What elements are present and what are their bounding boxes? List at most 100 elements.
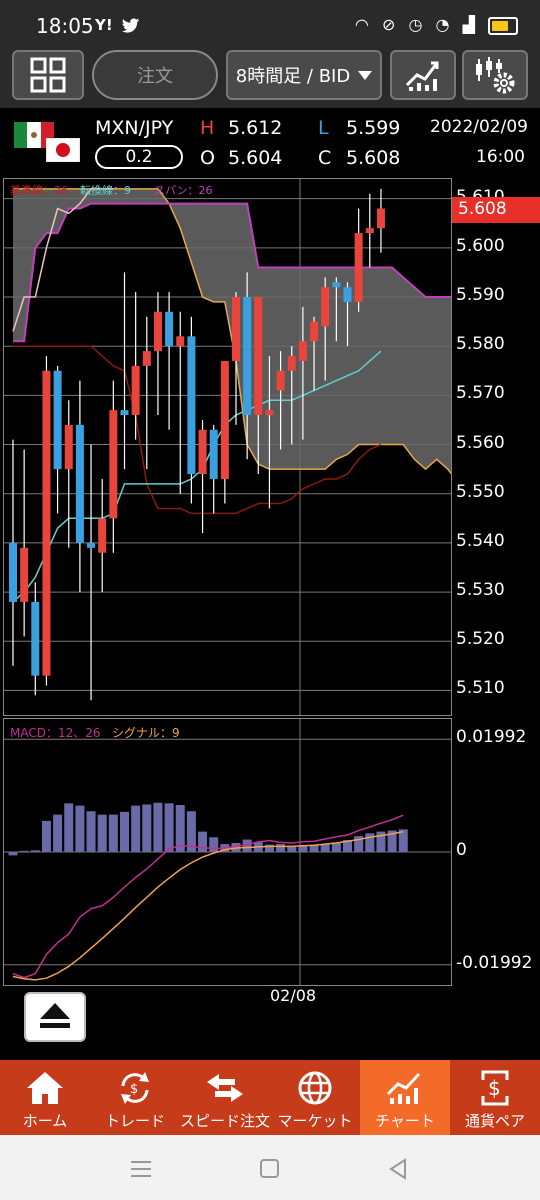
nav-market-label: マーケット [277, 1112, 353, 1130]
candle-body [165, 311, 174, 347]
signal-legend: シグナル：9 [112, 726, 180, 740]
price-tick-label: 5.510 [456, 678, 505, 699]
macd-tick-label: 0 [456, 840, 467, 860]
candle-body [243, 297, 252, 416]
nav-home-label: ホーム [22, 1112, 68, 1130]
alarm-icon: ◷ [408, 15, 427, 34]
candle-body [287, 356, 296, 371]
macd-histogram-bar [186, 811, 196, 852]
senkou-span-b-line [13, 202, 451, 343]
nav-market[interactable]: マーケット [270, 1060, 360, 1135]
candle-body [220, 360, 229, 479]
quote-date: 2022/02/09 [430, 117, 528, 137]
macd-histogram-bar [142, 804, 152, 852]
nav-chart-label: チャート [375, 1112, 435, 1130]
candle-body [75, 424, 84, 543]
mute-icon: ⊘ [381, 15, 400, 34]
macd-histogram-bar [64, 803, 74, 852]
headphones-icon: ◠ [354, 15, 373, 34]
candle-body [31, 601, 40, 676]
price-tick-label: 5.550 [456, 481, 505, 502]
macd-histogram-bar [8, 852, 18, 856]
candle-body [310, 321, 319, 342]
macd-histogram-bar [86, 811, 96, 852]
system-icons: ◠ ⊘ ◷ ◔ ▟ [355, 15, 518, 35]
back-icon[interactable] [386, 1157, 410, 1181]
timeframe-select[interactable]: 8時間足 / BID [226, 50, 382, 100]
chevron-down-icon [358, 70, 373, 80]
toolbar: 注文 8時間足 / BID [0, 48, 540, 108]
candle-body [298, 341, 307, 361]
chart-icon [386, 1072, 421, 1104]
chart-type-button[interactable] [390, 50, 456, 100]
trade-icon: $ [121, 1072, 149, 1104]
notification-icons: Y! [95, 16, 140, 34]
collapse-panel-button[interactable] [24, 992, 86, 1042]
menu-icon[interactable] [127, 1157, 157, 1181]
quote-time: 16:00 [476, 147, 525, 167]
low-label: L [318, 117, 329, 139]
macd-histogram-bar [376, 831, 386, 852]
macd-histogram-bar [264, 844, 274, 852]
chart-settings-button[interactable] [462, 50, 528, 100]
current-price: 5.608 [458, 199, 507, 219]
spread-badge: 0.2 [95, 145, 183, 169]
nav-home[interactable]: ホーム [0, 1060, 90, 1135]
nav-currency-pair-label: 通貨ペア [464, 1112, 525, 1130]
candle-body [354, 233, 363, 302]
candle-body [42, 370, 51, 676]
current-price-badge: 5.608 [452, 197, 540, 223]
price-tick-label: 5.570 [456, 383, 505, 404]
grid-icon [30, 57, 66, 93]
candle-body [332, 282, 341, 288]
macd-histogram-bar [354, 836, 364, 852]
price-tick-label: 5.540 [456, 530, 505, 551]
candle-body [321, 287, 330, 327]
candle-body [153, 311, 162, 352]
home-nav-icon[interactable] [258, 1157, 282, 1181]
macd-chart-svg [4, 719, 451, 985]
close-label: C [318, 147, 332, 169]
signal-line [12, 830, 404, 981]
nav-chart[interactable]: チャート [360, 1060, 450, 1135]
open-value: 5.604 [228, 147, 283, 169]
candle-body [109, 410, 118, 519]
price-chart[interactable]: 基準線：26 転換線：9 スパン：26 [3, 178, 452, 716]
kijun-line [13, 345, 382, 515]
macd-histogram-bar [19, 850, 29, 852]
candle-body [20, 547, 29, 602]
candle-body [187, 336, 196, 475]
candle-body [64, 424, 73, 470]
price-tick-label: 5.530 [456, 580, 505, 601]
battery-icon [488, 16, 518, 35]
macd-axis: 0.01992 0 -0.01992 [452, 718, 540, 986]
currency-pair: MXN/JPY [95, 117, 174, 139]
candle-body [209, 429, 218, 479]
nav-trade-label: トレード [104, 1112, 165, 1130]
status-time: 18:05 [36, 14, 94, 38]
line-chart-icon [405, 61, 439, 91]
grid-layout-button[interactable] [12, 50, 84, 100]
nav-trade[interactable]: $ トレード [90, 1060, 180, 1135]
close-value: 5.608 [346, 147, 401, 169]
candle-body [198, 429, 207, 475]
order-button[interactable]: 注文 [92, 50, 218, 100]
macd-histogram-bar [175, 805, 185, 852]
macd-histogram-bar [320, 844, 330, 852]
candle-body [276, 370, 285, 391]
svg-text:$: $ [130, 1082, 138, 1097]
nav-speed-order[interactable]: スピード注文 [180, 1060, 270, 1135]
macd-histogram-bar [309, 844, 319, 852]
candle-body [176, 336, 185, 347]
nav-currency-pair[interactable]: $ 通貨ペア [450, 1060, 540, 1135]
span-legend: スパン：26 [154, 184, 213, 197]
mexico-flag-icon [14, 122, 54, 148]
candle-gear-icon [476, 57, 515, 94]
speed-order-icon [207, 1074, 243, 1102]
macd-histogram-bar [75, 805, 85, 852]
macd-chart[interactable]: MACD：12、26 シグナル：9 [3, 718, 452, 986]
candle-body [9, 542, 17, 602]
macd-line [12, 814, 404, 979]
chikou-span-line [12, 188, 114, 332]
macd-histogram-bar [153, 802, 163, 852]
